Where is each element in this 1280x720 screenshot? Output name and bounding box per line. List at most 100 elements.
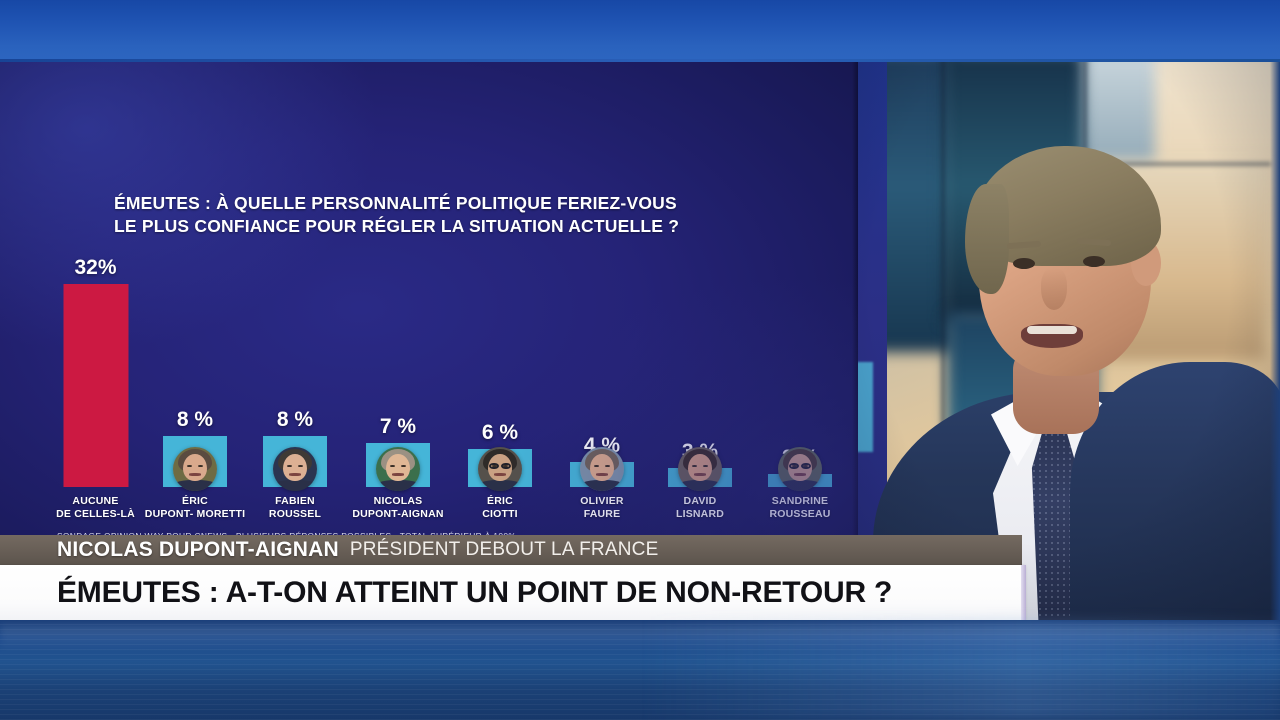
avatar-background (580, 447, 624, 491)
bar-value-label: 8 % (276, 408, 314, 431)
avatar-glasses-left (789, 462, 800, 470)
poll-chart-panel: ÉMEUTES : À QUELLE PERSONNALITÉ POLITIQU… (0, 62, 858, 535)
bar-rect (668, 468, 732, 487)
chart-bar-edge-sliver (855, 362, 873, 452)
avatar-mouth (288, 473, 302, 476)
avatar-eye-right (702, 464, 709, 468)
avatar-shoulders (173, 479, 217, 491)
chart-title-line-2: LE PLUS CONFIANCE POUR RÉGLER LA SITUATI… (114, 216, 680, 237)
bar-category-label-line-2: DE CELLES-LÀ (56, 508, 135, 521)
avatar-eye-right (297, 464, 304, 468)
bar-chart-plot: 32% AUCUNE DE CELLES-LÀ 8 % ÉRIC DUPONT- MORE… (0, 62, 858, 535)
avatar-skin (282, 454, 308, 482)
bar-category-label-line-2: DUPONT-AIGNAN (352, 508, 444, 521)
bar-category-label: NICOLAS DUPONT-AIGNAN (352, 495, 443, 521)
bar-value-label: 32% (74, 256, 117, 279)
avatar-shoulders (778, 479, 822, 491)
avatar-background (778, 447, 822, 491)
studio-frame-line (1081, 162, 1271, 166)
avatar-shoulders (478, 479, 522, 491)
bar-category-label-line-1: ÉRIC (182, 495, 208, 508)
bar-rect (63, 284, 128, 487)
bar-value-label: 7 % (379, 415, 417, 438)
avatar-mouth (693, 473, 707, 476)
avatar-skin (589, 454, 615, 482)
bar-category-label: AUCUNE DE CELLES-LÀ (56, 495, 135, 521)
necktie (1031, 420, 1077, 620)
video-vignette (855, 62, 1280, 620)
guest-identity-banner: NICOLAS DUPONT-AIGNAN PRÉSIDENT DEBOUT L… (0, 535, 1022, 565)
eye-right (1083, 256, 1105, 267)
bar-group: 3 % DAVID LISNARD (668, 408, 732, 520)
avatar-mouth (595, 473, 609, 476)
bar-category-label-line-1: DAVID (683, 495, 717, 508)
candidate-photo (173, 447, 217, 491)
bar-category-label-line-2: ROUSSEAU (769, 508, 831, 521)
avatar-skin (687, 454, 713, 482)
bar-group: 7 % NICOLAS DUPONT-AIGNAN (352, 383, 443, 520)
avatar-skin (787, 454, 813, 482)
avatar-glasses-left (489, 462, 500, 470)
avatar-shoulders (580, 479, 624, 491)
bar-rect (768, 474, 832, 487)
chart-right-edge (852, 62, 858, 535)
avatar-background (678, 447, 722, 491)
bar-category-label-line-1: SANDRINE (771, 495, 829, 508)
avatar-face (376, 447, 420, 491)
avatar-eye-left (593, 464, 600, 468)
avatar-face (778, 447, 822, 491)
guest-role: PRÉSIDENT DEBOUT LA FRANCE (349, 539, 659, 560)
nose (1041, 268, 1067, 310)
avatar-eye-left (791, 464, 798, 468)
candidate-photo (580, 447, 624, 491)
avatar-eye-left (286, 464, 293, 468)
bar-value-label: 3 % (681, 440, 719, 463)
headline-banner: ÉMEUTES : A-T-ON ATTEINT UN POINT DE NON… (0, 565, 1025, 620)
avatar-face (273, 447, 317, 491)
candidate-photo (778, 447, 822, 491)
avatar-eye-right (197, 464, 204, 468)
avatar-face (478, 447, 522, 491)
bar-value-label: 4 % (583, 434, 621, 457)
chart-title-line-1: ÉMEUTES : À QUELLE PERSONNALITÉ POLITIQU… (114, 193, 677, 213)
candidate-photo (376, 447, 420, 491)
bar-category-label-line-2: DUPONT- MORETTI (144, 508, 246, 521)
eye-left (1013, 258, 1035, 269)
mouth (1021, 324, 1083, 348)
avatar-eye-left (691, 464, 698, 468)
bar-category-label-line-2: LISNARD (675, 508, 725, 521)
guest-name: NICOLAS DUPONT-AIGNAN (57, 538, 339, 561)
bar-category-label: ÉRIC DUPONT- MORETTI (145, 495, 245, 521)
avatar-glasses-right (800, 462, 811, 470)
avatar-eye-right (802, 464, 809, 468)
avatar-shoulders (376, 479, 420, 491)
candidate-photo (478, 447, 522, 491)
bar-category-label-line-2: FAURE (583, 508, 621, 521)
bar-category-label: OLIVIER FAURE (580, 495, 623, 521)
bar-value-label: 6 % (481, 421, 519, 444)
hair-side (965, 184, 1009, 294)
avatar-mouth (188, 473, 202, 476)
avatar-mouth (793, 473, 807, 476)
bottom-blue-band (0, 620, 1280, 720)
avatar-mouth (493, 473, 507, 476)
bar-value-label: 2 % (781, 446, 819, 469)
avatar-face (580, 447, 624, 491)
bar-rect (570, 462, 634, 487)
avatar-eye-right (502, 464, 509, 468)
bar-group: 8 % ÉRIC DUPONT- MORETTI (145, 376, 245, 520)
suit-jacket-right (1070, 362, 1280, 620)
avatar-shoulders (678, 479, 722, 491)
video-right-edge (1270, 62, 1280, 620)
bar-category-label-line-1: ÉRIC (487, 495, 513, 508)
bar-category-label-line-1: AUCUNE (72, 495, 119, 508)
bar-category-label-line-1: FABIEN (275, 495, 315, 508)
avatar-hair (585, 448, 619, 472)
bar-category-label: ÉRIC CIOTTI (482, 495, 518, 521)
bar-group: 2 % SANDRINE ROUSSEAU (768, 414, 832, 520)
bar-category-label: DAVID LISNARD (676, 495, 724, 521)
bar-group: 32% AUCUNE DE CELLES-LÀ (56, 224, 135, 520)
avatar-skin (182, 454, 208, 482)
candidate-photo (678, 447, 722, 491)
